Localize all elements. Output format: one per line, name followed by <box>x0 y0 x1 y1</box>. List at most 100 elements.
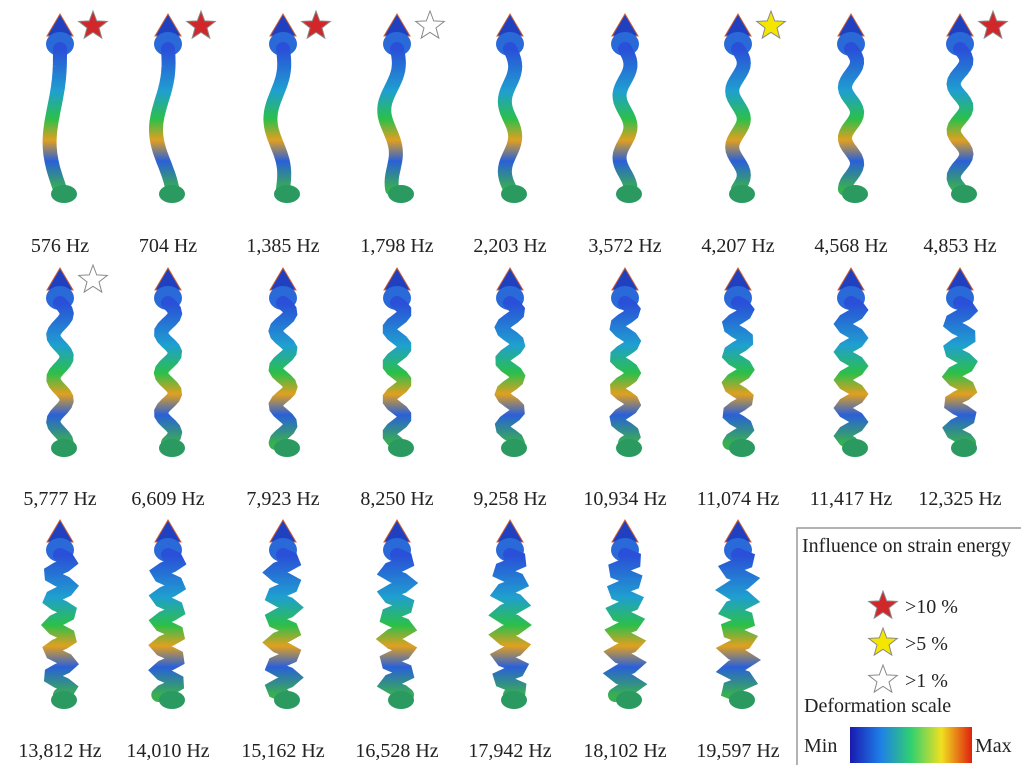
bone-knob <box>729 185 755 203</box>
bone-knob <box>501 439 527 457</box>
bone-knob <box>616 691 642 709</box>
bone-shaft <box>505 49 515 189</box>
legend-items: >10 %>5 %>1 % <box>869 591 958 692</box>
mode: 2,203 Hz <box>473 14 546 257</box>
mode: 10,934 Hz <box>583 268 666 510</box>
bone-knob <box>274 439 300 457</box>
bone-knob <box>729 691 755 709</box>
bone-shaft <box>845 49 857 189</box>
mode: 19,597 Hz <box>696 520 779 762</box>
bone-shaft <box>500 555 520 695</box>
mode: 4,207 Hz <box>701 11 785 257</box>
frequency-label: 3,572 Hz <box>588 235 661 257</box>
frequency-label: 16,528 Hz <box>355 740 438 762</box>
scale-bar <box>850 727 972 763</box>
mode: 14,010 Hz <box>126 520 209 762</box>
legend: Influence on strain energy >10 %>5 %>1 %… <box>797 528 1021 765</box>
frequency-label: 11,074 Hz <box>697 488 780 510</box>
bone-shaft <box>954 49 967 189</box>
frequency-label: 12,325 Hz <box>918 488 1001 510</box>
bone-knob <box>159 439 185 457</box>
bone-knob <box>159 185 185 203</box>
frequency-label: 1,385 Hz <box>246 235 319 257</box>
bone-shaft <box>951 303 969 443</box>
frequency-label: 704 Hz <box>139 235 197 257</box>
frequency-label: 6,609 Hz <box>131 488 204 510</box>
frequency-label: 7,923 Hz <box>246 488 319 510</box>
figure: 576 Hz 704 Hz 1,385 Hz 1,798 Hz 2,203 Hz 3,57… <box>0 0 1021 765</box>
bone-shaft <box>617 303 633 443</box>
bone-knob <box>51 439 77 457</box>
star <box>757 11 786 38</box>
bone-knob <box>388 691 414 709</box>
mode: 5,777 Hz <box>23 265 107 510</box>
star <box>302 11 331 38</box>
bone-shaft <box>387 555 407 695</box>
frequency-label: 1,798 Hz <box>360 235 433 257</box>
bone-shaft <box>728 555 748 695</box>
mode: 4,568 Hz <box>814 14 887 257</box>
bone-shaft <box>161 303 175 443</box>
frequency-label: 576 Hz <box>31 235 89 257</box>
bone-shaft <box>53 303 66 443</box>
frequency-label: 4,853 Hz <box>923 235 996 257</box>
mode: 13,812 Hz <box>18 520 101 762</box>
frequency-label: 15,162 Hz <box>241 740 324 762</box>
mode: 9,258 Hz <box>473 268 546 510</box>
bone-shaft <box>50 49 60 189</box>
bone-knob <box>616 439 642 457</box>
bone-shaft <box>730 303 747 443</box>
scale-title: Deformation scale <box>804 695 951 717</box>
mode: 11,074 Hz <box>697 268 780 510</box>
mode: 17,942 Hz <box>468 520 551 762</box>
frequency-label: 4,207 Hz <box>701 235 774 257</box>
mode: 7,923 Hz <box>246 268 319 510</box>
bone-knob <box>388 439 414 457</box>
frequency-label: 17,942 Hz <box>468 740 551 762</box>
bone-shaft <box>384 49 399 189</box>
bone-knob <box>842 439 868 457</box>
frequency-label: 8,250 Hz <box>360 488 433 510</box>
frequency-label: 14,010 Hz <box>126 740 209 762</box>
bone-knob <box>51 185 77 203</box>
mode: 12,325 Hz <box>918 268 1001 510</box>
star <box>187 11 216 38</box>
frequency-label: 18,102 Hz <box>583 740 666 762</box>
bone-knob <box>842 185 868 203</box>
bone-knob <box>729 439 755 457</box>
bone-shaft <box>502 303 518 443</box>
mode: 3,572 Hz <box>588 14 661 257</box>
bone-knob <box>951 185 977 203</box>
bone-shaft <box>51 555 70 695</box>
bone-shaft <box>732 49 744 189</box>
star <box>416 11 445 38</box>
frequency-label: 9,258 Hz <box>473 488 546 510</box>
frequency-label: 5,777 Hz <box>23 488 96 510</box>
mode: 16,528 Hz <box>355 520 438 762</box>
legend-star <box>869 591 898 618</box>
scale-min: Min <box>804 735 837 757</box>
bone-knob <box>616 185 642 203</box>
bone-knob <box>501 185 527 203</box>
star <box>79 265 108 292</box>
frequency-label: 19,597 Hz <box>696 740 779 762</box>
frequency-label: 4,568 Hz <box>814 235 887 257</box>
bone-shaft <box>620 49 631 189</box>
legend-title-box: Influence on strain energy <box>802 533 1012 593</box>
frequency-label: 11,417 Hz <box>810 488 893 510</box>
mode: 4,853 Hz <box>923 11 1007 257</box>
bone-shaft <box>158 555 177 695</box>
mode: 576 Hz <box>31 11 107 257</box>
mode: 15,162 Hz <box>241 520 324 762</box>
bone-knob <box>51 691 77 709</box>
bone-knob <box>388 185 414 203</box>
bone-shaft <box>273 555 293 695</box>
legend-star <box>869 628 898 655</box>
frequency-label: 10,934 Hz <box>583 488 666 510</box>
bone-shaft <box>615 555 635 695</box>
star <box>979 11 1008 38</box>
scale-max: Max <box>975 735 1012 757</box>
mode: 704 Hz <box>139 11 215 257</box>
star <box>79 11 108 38</box>
bone-knob <box>501 691 527 709</box>
